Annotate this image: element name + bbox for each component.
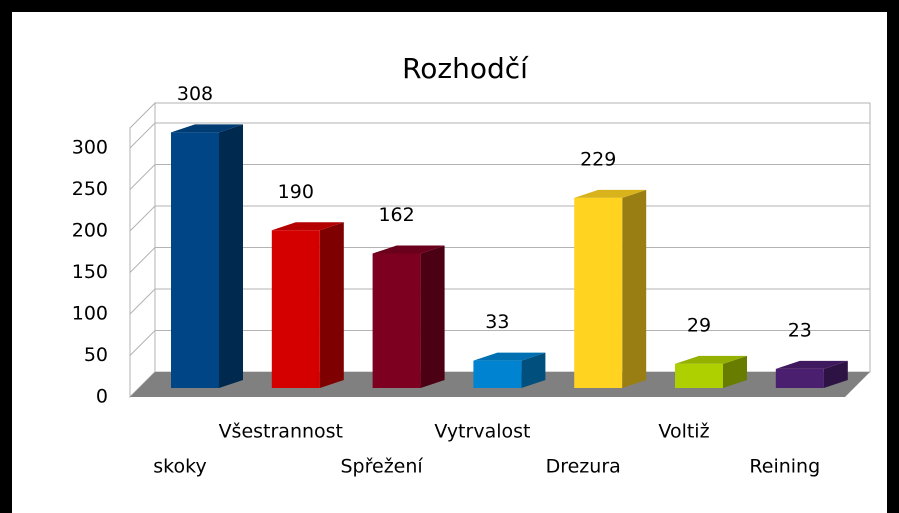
bar bbox=[675, 355, 747, 388]
bar bbox=[574, 189, 647, 388]
bar-top bbox=[171, 124, 243, 133]
bar-side bbox=[622, 189, 647, 388]
bar-front bbox=[271, 230, 320, 388]
value-label: 23 bbox=[788, 319, 812, 341]
y-tick-label: 100 bbox=[72, 303, 108, 325]
value-label: 190 bbox=[278, 181, 314, 203]
x-tick-label: Reining bbox=[749, 456, 820, 478]
back-wall bbox=[154, 102, 871, 373]
y-tick-label: 50 bbox=[84, 344, 108, 366]
bar-side bbox=[521, 352, 546, 388]
value-label: 29 bbox=[687, 314, 711, 336]
value-label: 229 bbox=[580, 148, 616, 170]
y-tick-label: 0 bbox=[96, 386, 108, 408]
grid-line bbox=[129, 122, 870, 149]
value-label: 308 bbox=[177, 83, 213, 105]
bar-front bbox=[171, 132, 219, 388]
bar-side bbox=[219, 124, 243, 389]
bar bbox=[171, 124, 243, 389]
bar-top bbox=[574, 189, 647, 198]
bar-front bbox=[473, 360, 522, 388]
y-tick-label: 300 bbox=[72, 137, 108, 159]
y-tick-label: 200 bbox=[72, 220, 108, 242]
bar-front bbox=[372, 253, 421, 388]
value-label: 33 bbox=[485, 311, 509, 333]
bar-front bbox=[675, 363, 723, 388]
y-tick-label: 250 bbox=[72, 178, 108, 200]
y-tick-label: 150 bbox=[72, 261, 108, 283]
grid-line bbox=[129, 164, 870, 190]
x-tick-label: Všestrannost bbox=[219, 421, 343, 443]
bar-top bbox=[675, 355, 747, 364]
bar bbox=[473, 352, 546, 388]
bar bbox=[372, 245, 445, 388]
bar-front bbox=[574, 197, 623, 388]
bar-top bbox=[372, 245, 445, 254]
bar-side bbox=[319, 222, 344, 388]
side-wall bbox=[129, 101, 156, 399]
bar-side bbox=[823, 360, 848, 388]
value-label: 162 bbox=[378, 204, 414, 226]
bar bbox=[271, 222, 344, 388]
bar-side bbox=[420, 245, 445, 388]
x-tick-label: Vytrvalost bbox=[434, 421, 530, 443]
bar bbox=[775, 360, 848, 388]
x-tick-label: Spřežení bbox=[340, 456, 423, 478]
bar-top bbox=[271, 222, 344, 231]
bar-front bbox=[775, 368, 824, 388]
x-tick-label: Drezura bbox=[546, 456, 621, 478]
chart-title: Rozhodčí bbox=[402, 52, 529, 85]
bar-side bbox=[723, 355, 747, 388]
bar-top bbox=[775, 360, 848, 369]
x-tick-label: Voltiž bbox=[658, 421, 709, 443]
x-tick-label: skoky bbox=[153, 456, 206, 478]
bar-top bbox=[473, 352, 546, 361]
